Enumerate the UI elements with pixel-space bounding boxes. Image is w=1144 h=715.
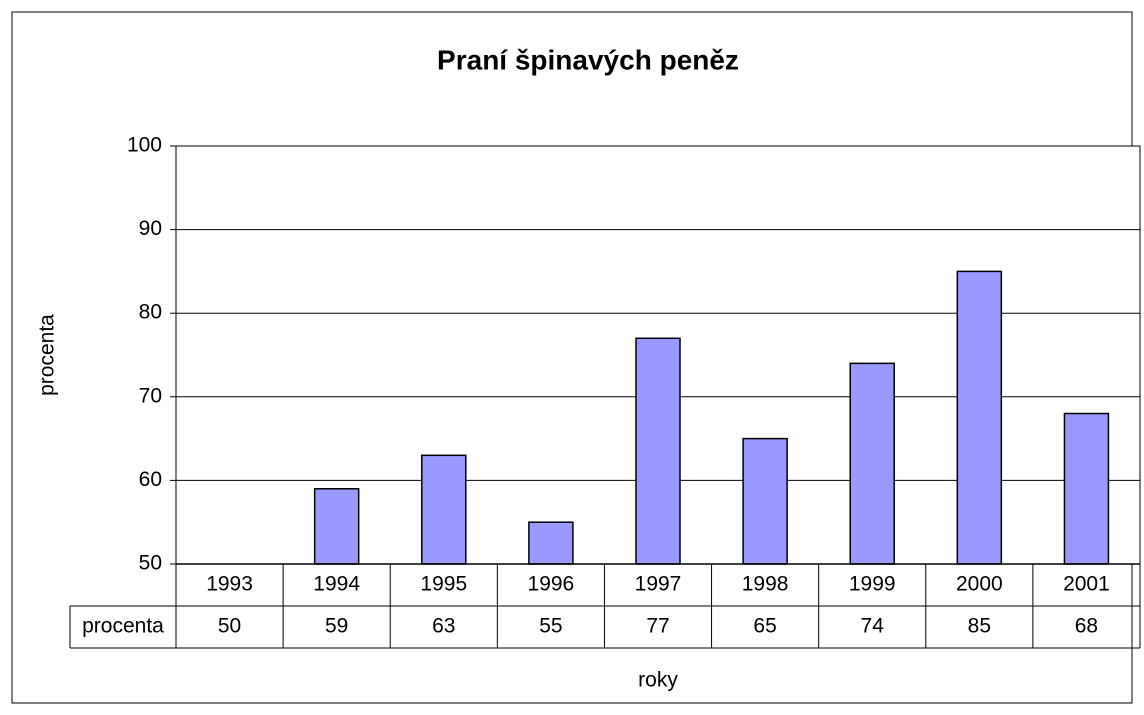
bar <box>313 488 360 565</box>
x-tick-label: 1996 <box>528 573 575 596</box>
x-tick-label: 2001 <box>1063 573 1110 596</box>
bar <box>742 437 788 565</box>
bar <box>421 454 467 565</box>
bar <box>956 270 1003 565</box>
bar <box>635 337 681 565</box>
table-value: 59 <box>325 615 348 638</box>
y-tick-label: 70 <box>139 384 162 407</box>
table-value: 63 <box>432 615 455 638</box>
table-row-label: procenta <box>82 615 164 638</box>
y-tick-label: 60 <box>139 468 162 491</box>
x-axis-label: roky <box>638 669 678 692</box>
x-tick-label: 2000 <box>956 573 1003 596</box>
table-value: 55 <box>539 615 562 638</box>
x-tick-label: 1999 <box>849 573 896 596</box>
y-tick-label: 50 <box>139 552 162 575</box>
table-value: 77 <box>646 615 669 638</box>
x-tick-label: 1997 <box>635 573 682 596</box>
y-tick-label: 100 <box>127 134 162 157</box>
x-tick-label: 1994 <box>313 573 360 596</box>
x-tick-label: 1993 <box>206 573 253 596</box>
x-tick-label: 1995 <box>420 573 467 596</box>
y-axis-label: procenta <box>36 314 59 396</box>
y-tick-label: 90 <box>139 217 162 240</box>
table-value: 85 <box>968 615 991 638</box>
bar <box>849 362 895 565</box>
table-value: 50 <box>218 615 241 638</box>
table-value: 68 <box>1075 615 1098 638</box>
bar <box>1063 412 1110 565</box>
y-tick-label: 80 <box>139 301 162 324</box>
bar <box>528 521 574 565</box>
x-tick-label: 1998 <box>742 573 789 596</box>
chart-title: Praní špinavých peněz <box>437 44 739 75</box>
table-value: 65 <box>753 615 776 638</box>
table-value: 74 <box>861 615 885 638</box>
